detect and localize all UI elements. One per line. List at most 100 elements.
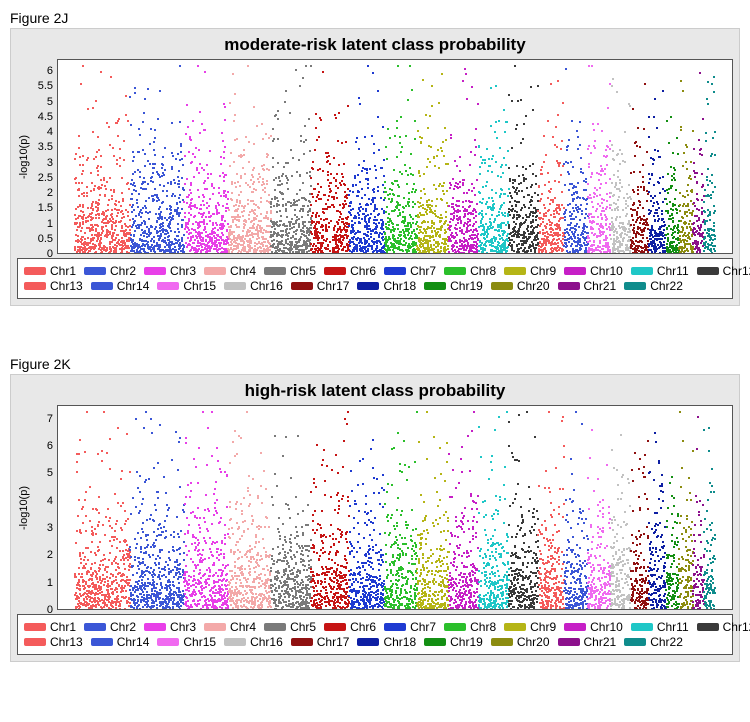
data-point xyxy=(489,240,491,242)
data-point xyxy=(603,239,605,241)
data-point xyxy=(469,245,471,247)
data-point xyxy=(484,233,486,235)
data-point xyxy=(303,241,305,243)
data-point xyxy=(391,210,393,212)
data-point xyxy=(194,204,196,206)
data-point xyxy=(564,219,566,221)
data-point xyxy=(362,167,364,169)
data-point xyxy=(105,225,107,227)
data-point xyxy=(545,250,547,252)
data-point xyxy=(612,251,614,253)
data-point xyxy=(267,154,269,156)
data-point xyxy=(561,242,563,244)
data-point xyxy=(610,204,612,206)
manhattan-plot xyxy=(57,59,733,254)
data-point xyxy=(341,218,343,220)
data-point xyxy=(336,231,338,233)
data-point xyxy=(499,147,501,149)
data-point xyxy=(429,115,431,117)
data-point xyxy=(384,191,386,193)
data-point xyxy=(266,225,268,227)
data-point xyxy=(158,199,160,201)
data-point xyxy=(586,198,588,200)
data-point xyxy=(455,224,457,226)
data-point xyxy=(274,228,276,230)
data-point xyxy=(612,78,614,80)
data-point xyxy=(570,161,572,163)
data-point xyxy=(314,248,316,250)
data-point xyxy=(413,248,415,250)
data-point xyxy=(534,236,536,238)
data-point xyxy=(400,151,402,153)
data-point xyxy=(609,252,611,254)
data-point xyxy=(310,65,312,67)
data-point xyxy=(272,128,274,130)
data-point xyxy=(566,149,568,151)
data-point xyxy=(262,138,264,140)
data-point xyxy=(242,167,244,169)
data-point xyxy=(295,246,297,248)
data-point xyxy=(187,222,189,224)
data-point xyxy=(490,125,492,127)
data-point xyxy=(106,236,108,238)
y-axis-ticks: 00.511.522.533.544.555.56 xyxy=(31,59,57,254)
data-point xyxy=(262,181,264,183)
data-point xyxy=(350,232,352,234)
data-point xyxy=(82,216,84,218)
data-point xyxy=(139,134,141,136)
data-point xyxy=(531,233,533,235)
data-point xyxy=(285,203,287,205)
data-point xyxy=(260,197,262,199)
data-point xyxy=(81,182,83,184)
data-point xyxy=(225,240,227,242)
data-point xyxy=(325,230,327,232)
data-point xyxy=(548,242,550,244)
data-point xyxy=(225,194,227,196)
data-point xyxy=(381,219,383,221)
data-point xyxy=(231,251,233,253)
data-point xyxy=(333,157,335,159)
data-point xyxy=(460,248,462,250)
data-point xyxy=(583,226,585,228)
data-point xyxy=(464,68,466,70)
data-point xyxy=(515,204,517,206)
data-point xyxy=(320,242,322,244)
data-point xyxy=(90,229,92,231)
data-point xyxy=(239,238,241,240)
data-point xyxy=(123,159,125,161)
y-tick-label: 4 xyxy=(47,126,53,138)
data-point xyxy=(603,231,605,233)
data-point xyxy=(466,192,468,194)
data-point xyxy=(237,235,239,237)
data-point xyxy=(443,250,445,252)
data-point xyxy=(511,239,513,241)
data-point xyxy=(350,202,352,204)
data-point xyxy=(153,241,155,243)
data-point xyxy=(134,244,136,246)
data-point xyxy=(435,205,437,207)
data-point xyxy=(339,211,341,213)
data-point xyxy=(530,86,532,88)
data-point xyxy=(120,230,122,232)
data-point xyxy=(575,216,577,218)
data-point xyxy=(247,203,249,205)
data-point xyxy=(572,249,574,251)
data-point xyxy=(495,192,497,194)
data-point xyxy=(423,228,425,230)
data-point xyxy=(138,214,140,216)
data-point xyxy=(92,107,94,109)
data-point xyxy=(393,169,395,171)
data-point xyxy=(198,224,200,226)
data-point xyxy=(474,194,476,196)
data-point xyxy=(79,250,81,252)
data-point xyxy=(382,184,384,186)
data-point xyxy=(388,237,390,239)
data-point xyxy=(258,173,260,175)
data-point xyxy=(164,169,166,171)
data-point xyxy=(187,196,189,198)
data-point xyxy=(511,100,513,102)
data-point xyxy=(593,196,595,198)
data-point xyxy=(101,232,103,234)
data-point xyxy=(261,236,263,238)
data-point xyxy=(113,155,115,157)
